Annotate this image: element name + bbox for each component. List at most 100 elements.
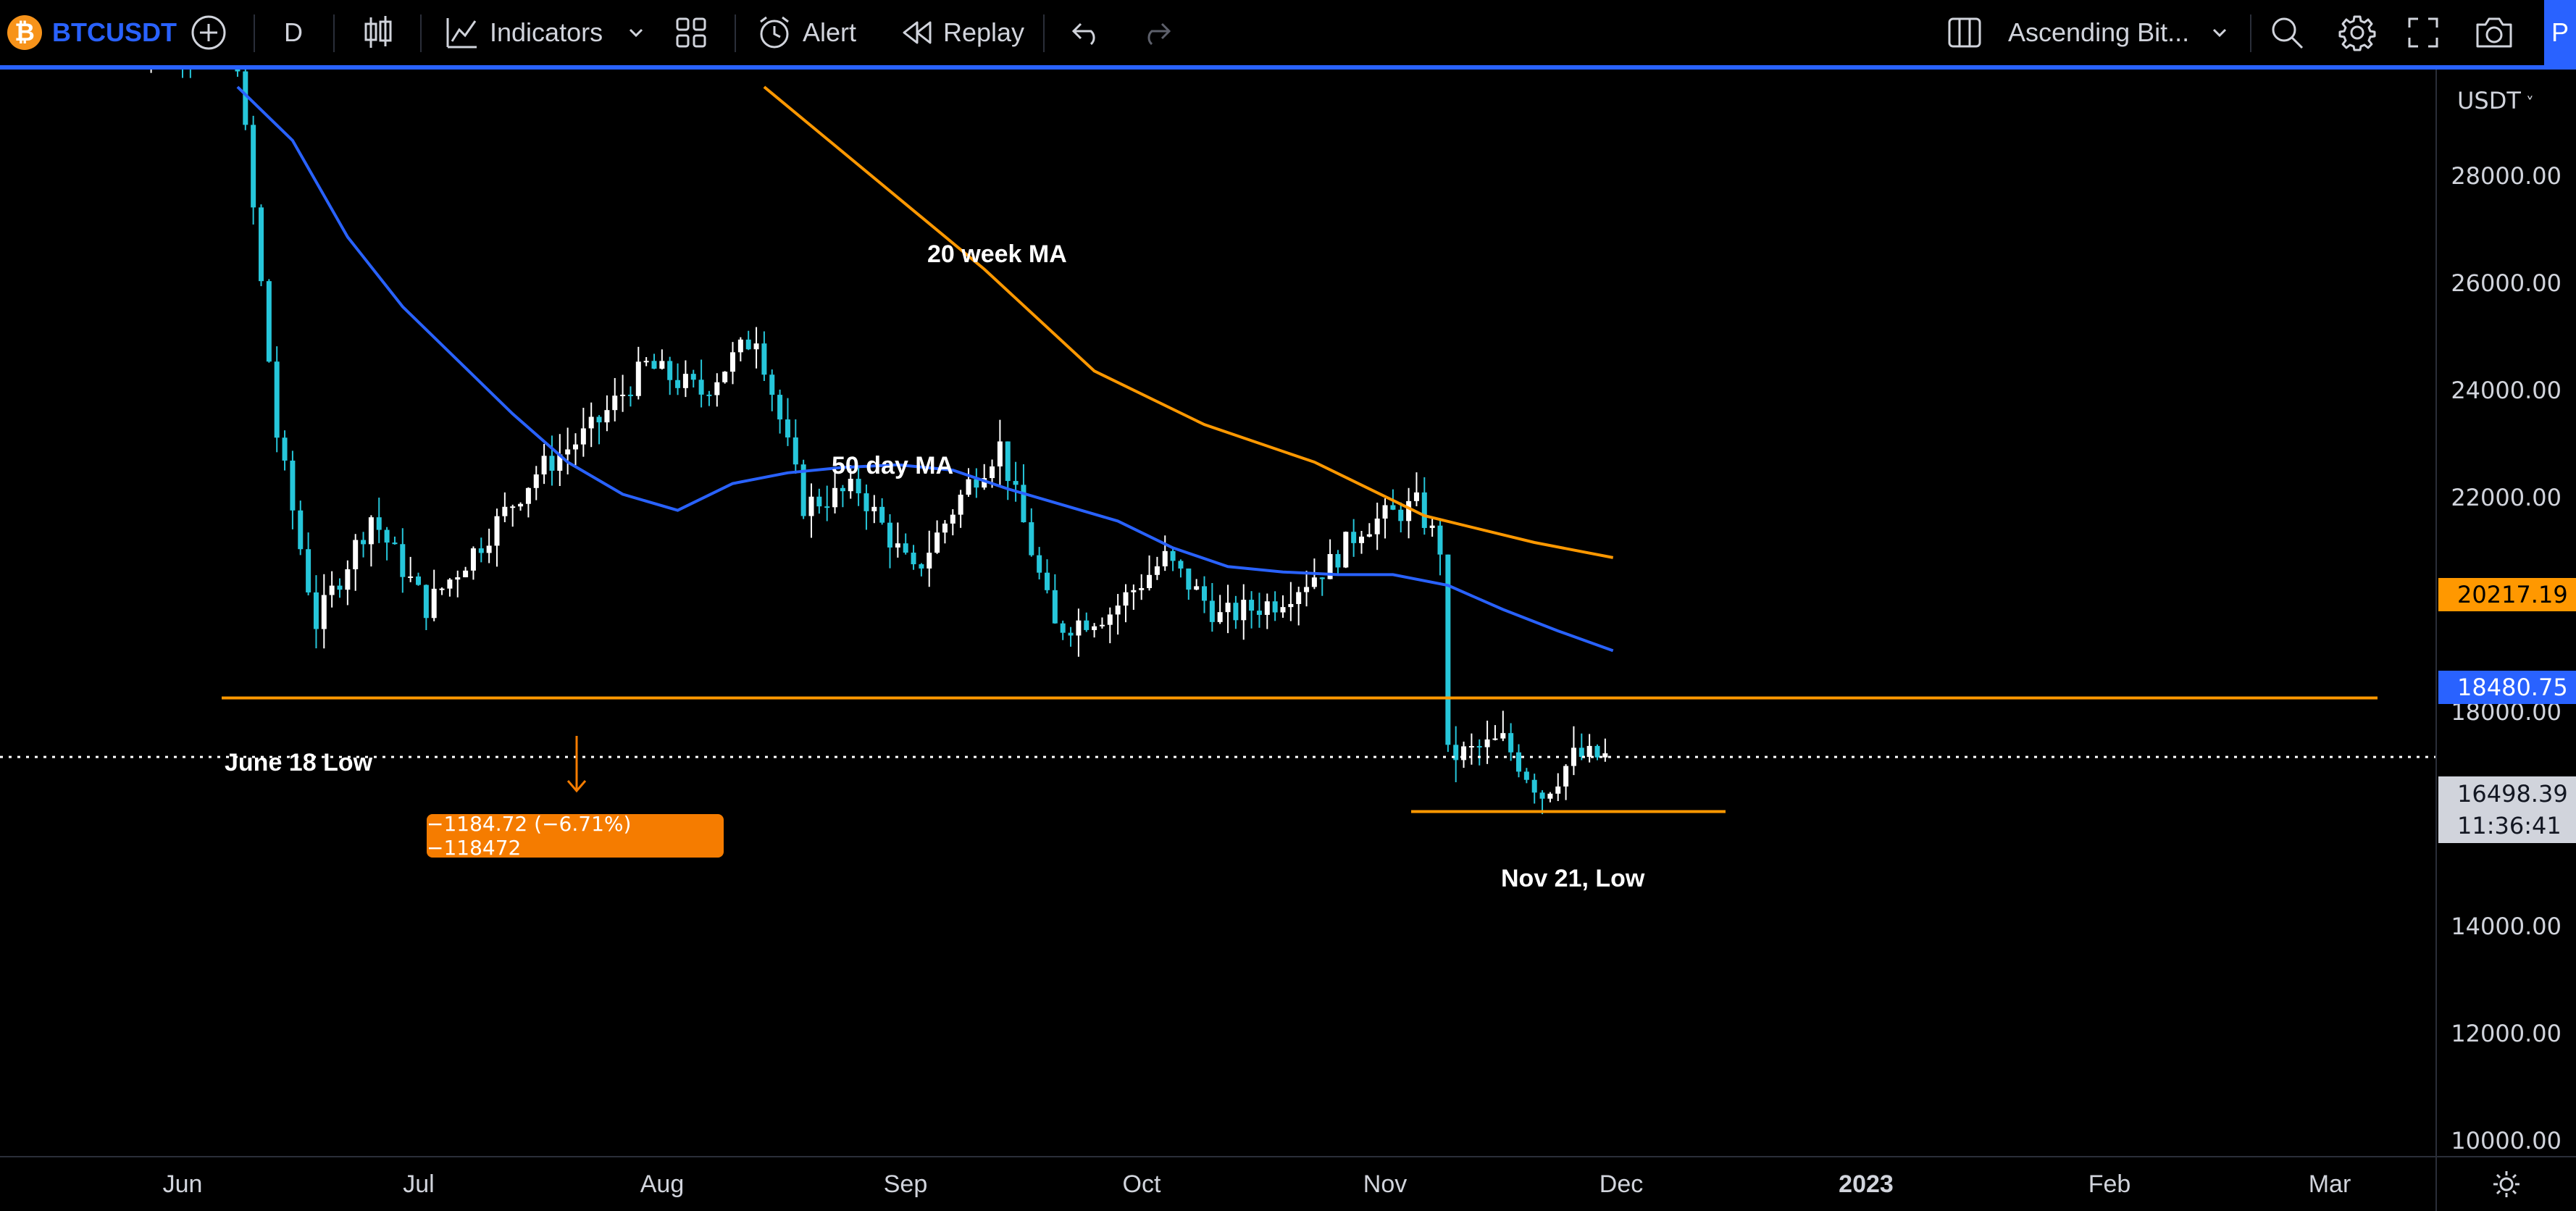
candle-body (785, 419, 790, 437)
publish-button[interactable]: P (2544, 0, 2576, 65)
symbol-search-button[interactable]: ₿ BTCUSDT (7, 0, 177, 65)
time-axis-label: Jun (162, 1170, 203, 1198)
candle-body (1099, 624, 1105, 627)
candle-body (1139, 587, 1145, 590)
candle-body (1249, 600, 1255, 611)
redo-icon (1147, 22, 1171, 46)
time-axis[interactable]: Jun Jul Aug Sep Oct Nov Dec 2023 Feb Mar (0, 1156, 2435, 1211)
candle-body (580, 428, 586, 445)
candle-body (266, 281, 272, 362)
currency-label: USDT (2457, 87, 2521, 114)
candle-body (808, 496, 814, 516)
search-button[interactable] (2269, 0, 2305, 65)
replay-button[interactable]: Replay (901, 0, 1024, 65)
candle-body (690, 374, 696, 380)
candle-body (1468, 746, 1474, 748)
time-axis-label: Sep (883, 1170, 928, 1198)
layout-dropdown-button[interactable] (2211, 0, 2228, 65)
candle-body (588, 416, 594, 429)
layout-button[interactable] (1947, 0, 1982, 65)
interval-label: D (284, 17, 303, 47)
time-axis-label: Feb (2088, 1170, 2131, 1198)
candle-body (1280, 607, 1286, 613)
candle-body (1374, 518, 1380, 535)
candle-body (1351, 532, 1357, 543)
nov-21-low-label[interactable]: Nov 21, Low (1501, 865, 1645, 892)
candle-body (1311, 577, 1317, 587)
candle-body (1429, 525, 1435, 528)
june-18-low-label[interactable]: June 18 Low (225, 749, 373, 776)
candle-body (329, 585, 335, 595)
time-axis-label: Mar (2308, 1170, 2351, 1198)
templates-button[interactable] (675, 0, 707, 65)
candle-body (887, 522, 892, 548)
ma-20-week-price-tag: 20217.19 (2438, 578, 2576, 611)
indicators-label: Indicators (490, 17, 603, 47)
interval-button[interactable]: D (284, 0, 303, 65)
toolbar-divider (420, 14, 422, 52)
candles-icon (364, 16, 392, 48)
layout-name-button[interactable]: Ascending Bit... (2008, 0, 2189, 65)
candle-body (982, 478, 987, 488)
candle-body (856, 479, 861, 494)
candle-body (966, 479, 971, 495)
candle-body (1288, 603, 1294, 608)
undo-button[interactable] (1071, 0, 1103, 65)
chart-type-button[interactable] (362, 0, 394, 65)
time-axis-label: Aug (640, 1170, 685, 1198)
ma-50-day-line (236, 85, 1614, 653)
time-axis-label: Nov (1363, 1170, 1408, 1198)
fullscreen-button[interactable] (2406, 0, 2440, 65)
candle-body (1013, 481, 1019, 485)
price-axis-label: 24000.00 (2451, 377, 2562, 404)
candle-body (1359, 536, 1364, 543)
candle-body (549, 456, 555, 471)
snapshot-button[interactable] (2475, 0, 2514, 65)
alert-label: Alert (803, 17, 857, 47)
price-axis[interactable]: USDT ˅ 28000.00 26000.00 24000.00 22000.… (2435, 70, 2576, 1156)
candle-body (1194, 586, 1200, 590)
chart-settings-corner-button[interactable] (2435, 1156, 2576, 1211)
redo-button[interactable] (1140, 0, 1172, 65)
ma-50-day-label[interactable]: 50 day MA (832, 452, 954, 479)
candle-body (1068, 632, 1074, 636)
candle-body (651, 361, 657, 369)
candle-body (1084, 620, 1090, 630)
alert-button[interactable]: Alert (756, 0, 856, 65)
candle-body (871, 506, 877, 511)
candle-body (722, 372, 728, 382)
candle-body (494, 516, 500, 546)
toolbar-divider (2250, 14, 2251, 52)
candle-body (1029, 522, 1034, 556)
candle-body (1147, 574, 1153, 588)
candle-body (282, 437, 288, 461)
candle-body (1453, 745, 1459, 760)
settings-button[interactable] (2338, 0, 2376, 65)
fullscreen-icon (2408, 17, 2438, 48)
chevron-down-icon (629, 28, 643, 38)
measure-result-badge[interactable]: −1184.72 (−6.71%) −118472 (427, 812, 724, 860)
price-chart[interactable] (0, 70, 2435, 1156)
candle-body (1052, 590, 1058, 624)
indicators-button[interactable]: Indicators (445, 0, 603, 65)
candle-body (1382, 505, 1388, 519)
candle-body (1296, 592, 1302, 604)
candle-body (1335, 553, 1341, 568)
candle-body (392, 542, 398, 545)
currency-selector[interactable]: USDT ˅ (2457, 87, 2534, 114)
candle-body (1555, 786, 1561, 794)
candle-body (950, 514, 955, 524)
measure-arrow[interactable] (566, 736, 587, 793)
candle-body (337, 585, 343, 590)
candle-body (1076, 620, 1082, 636)
compare-symbol-button[interactable] (190, 0, 227, 65)
chevron-down-icon (2212, 28, 2227, 38)
ma-20-week-label[interactable]: 20 week MA (927, 240, 1067, 268)
indicators-dropdown-button[interactable] (627, 0, 645, 65)
candle-body (259, 207, 264, 282)
candle-body (612, 395, 618, 411)
candle-body (502, 506, 508, 516)
candle-body (1563, 766, 1569, 787)
layout-name-label: Ascending Bit... (2008, 17, 2190, 47)
price-axis-label: 22000.00 (2451, 484, 2562, 511)
